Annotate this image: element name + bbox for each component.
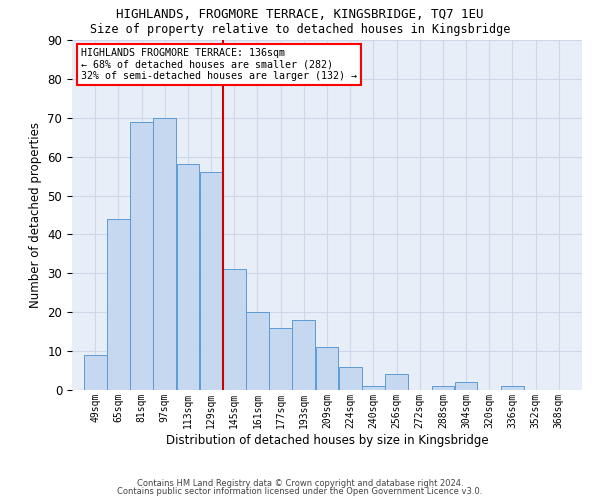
Bar xyxy=(292,320,315,390)
Text: Size of property relative to detached houses in Kingsbridge: Size of property relative to detached ho… xyxy=(90,22,510,36)
Bar xyxy=(431,386,454,390)
Y-axis label: Number of detached properties: Number of detached properties xyxy=(29,122,42,308)
Text: Contains public sector information licensed under the Open Government Licence v3: Contains public sector information licen… xyxy=(118,487,482,496)
Bar xyxy=(200,172,223,390)
X-axis label: Distribution of detached houses by size in Kingsbridge: Distribution of detached houses by size … xyxy=(166,434,488,446)
Bar xyxy=(385,374,408,390)
Bar xyxy=(501,386,524,390)
Bar xyxy=(176,164,199,390)
Bar xyxy=(107,219,130,390)
Text: HIGHLANDS, FROGMORE TERRACE, KINGSBRIDGE, TQ7 1EU: HIGHLANDS, FROGMORE TERRACE, KINGSBRIDGE… xyxy=(116,8,484,20)
Bar xyxy=(223,270,245,390)
Bar xyxy=(362,386,385,390)
Bar xyxy=(269,328,292,390)
Text: HIGHLANDS FROGMORE TERRACE: 136sqm
← 68% of detached houses are smaller (282)
32: HIGHLANDS FROGMORE TERRACE: 136sqm ← 68%… xyxy=(80,48,356,81)
Bar xyxy=(130,122,153,390)
Bar xyxy=(316,347,338,390)
Bar xyxy=(455,382,478,390)
Bar xyxy=(154,118,176,390)
Bar xyxy=(246,312,269,390)
Bar xyxy=(84,355,107,390)
Text: Contains HM Land Registry data © Crown copyright and database right 2024.: Contains HM Land Registry data © Crown c… xyxy=(137,478,463,488)
Bar xyxy=(339,366,362,390)
